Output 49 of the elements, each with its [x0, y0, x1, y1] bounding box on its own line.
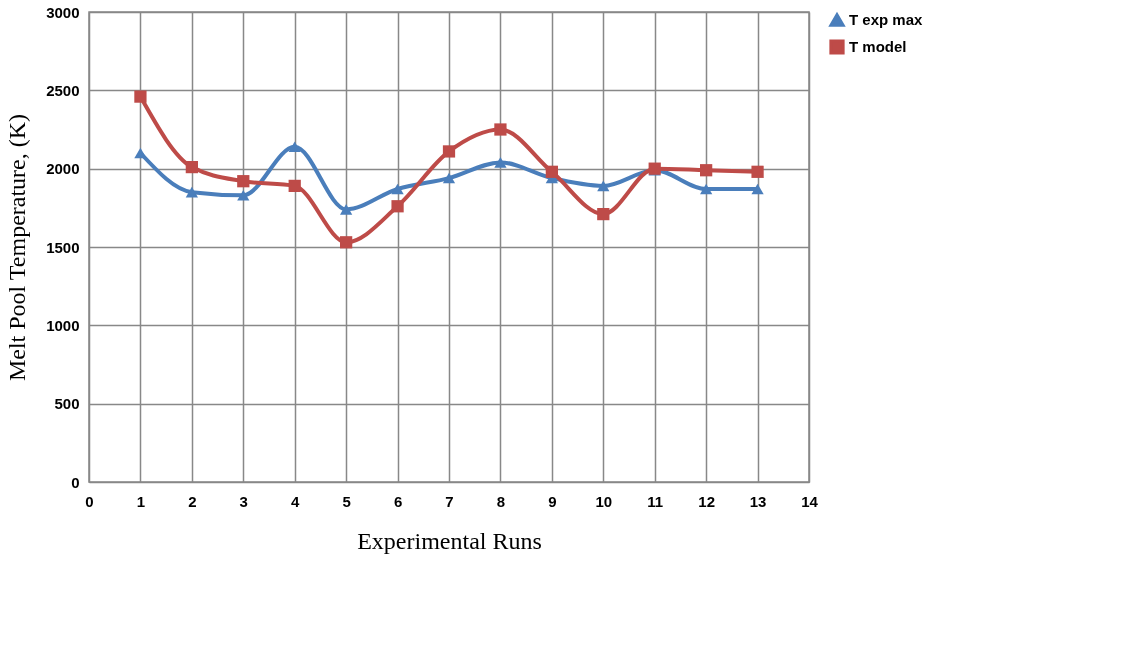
point	[597, 207, 610, 221]
point	[597, 180, 610, 192]
x-tick-label: 1	[136, 492, 146, 510]
point	[391, 200, 404, 213]
point	[545, 165, 558, 178]
point	[288, 141, 301, 153]
point	[237, 190, 250, 201]
point	[185, 160, 198, 174]
x-axis-title: Experimental Runs	[357, 527, 542, 554]
point	[751, 183, 764, 195]
legend-label: T exp max	[849, 11, 924, 28]
point	[391, 183, 404, 195]
point	[340, 204, 353, 215]
y-tick-label: 2000	[46, 160, 80, 178]
point	[340, 236, 353, 249]
x-tick-label: 13	[749, 492, 767, 510]
x-tick-label: 6	[393, 492, 403, 510]
point	[494, 123, 507, 136]
point	[134, 90, 147, 103]
point	[442, 172, 456, 184]
x-tick-label: 12	[698, 492, 715, 510]
point	[751, 165, 764, 178]
x-tick-label: 0	[85, 492, 94, 510]
point	[237, 175, 250, 188]
x-tick-label: 3	[239, 492, 248, 510]
y-tick-label: 500	[54, 395, 80, 413]
y-tick-label: 2500	[46, 81, 80, 99]
y-tick-label: 0	[71, 473, 80, 491]
point	[288, 179, 301, 193]
y-tick-label: 1500	[46, 238, 80, 256]
y-tick-label: 3000	[46, 3, 80, 21]
x-tick-label: 9	[548, 492, 557, 510]
point	[700, 183, 713, 195]
point	[442, 145, 456, 158]
x-tick-label: 2	[188, 492, 197, 510]
point	[134, 147, 147, 159]
x-tick-label: 11	[647, 492, 664, 510]
x-tick-label: 14	[801, 492, 819, 510]
x-tick-label: 8	[496, 492, 506, 510]
legend-label: T model	[849, 38, 907, 55]
x-tick-label: 7	[445, 492, 454, 510]
point	[494, 157, 507, 168]
point	[185, 186, 198, 198]
x-tick-label: 5	[342, 492, 351, 510]
x-tick-label: 4	[291, 492, 301, 510]
y-tick-label: 1000	[46, 316, 80, 334]
x-tick-label: 10	[595, 492, 613, 510]
point	[700, 164, 713, 177]
y-axis-title: Melt Pool Temperature, (K)	[4, 113, 31, 382]
